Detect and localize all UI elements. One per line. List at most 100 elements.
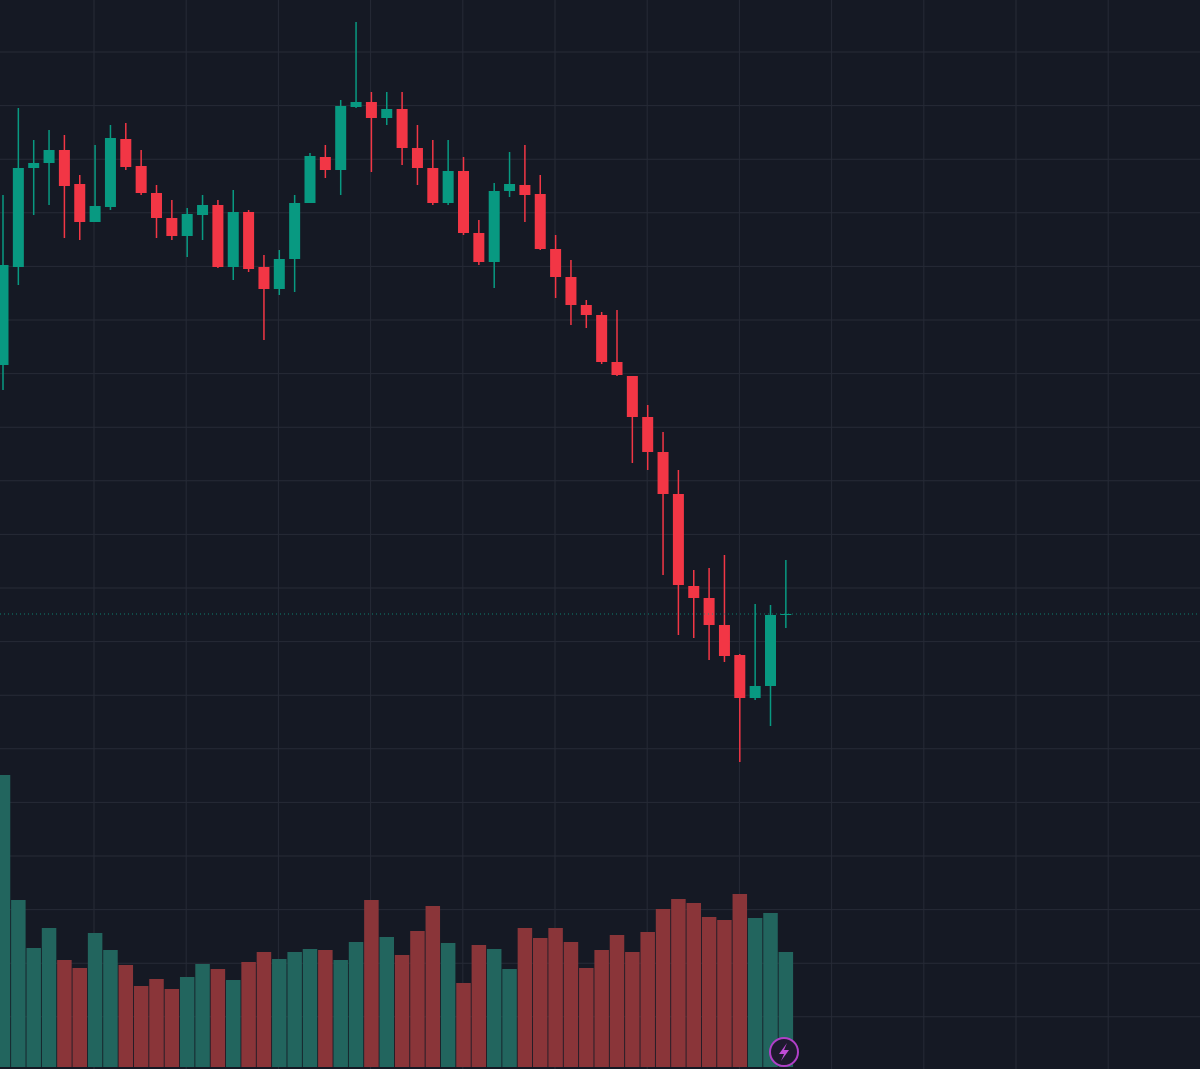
candle-body	[611, 362, 623, 375]
candle-body	[104, 138, 116, 207]
volume-bar	[133, 986, 149, 1067]
candle-body	[58, 150, 70, 186]
candle-body	[688, 586, 700, 598]
candle-body	[135, 166, 147, 193]
volume-bar	[563, 942, 579, 1067]
volume-bar	[256, 952, 272, 1067]
volume-bar	[410, 931, 425, 1067]
volume-bar	[717, 920, 732, 1067]
volume-bar	[625, 952, 640, 1067]
volume-bar	[425, 906, 441, 1067]
volume-bar	[302, 949, 318, 1067]
volume-bar	[471, 945, 487, 1067]
volume-bar	[502, 969, 517, 1067]
volume-bar	[609, 935, 625, 1067]
volume-bar	[318, 950, 333, 1067]
candle-body	[734, 655, 746, 698]
candle-body	[319, 157, 331, 170]
volume-bar	[164, 989, 180, 1067]
candle-body	[504, 184, 516, 191]
volume-bar	[87, 933, 103, 1067]
candle-body	[166, 218, 178, 236]
candle-body	[642, 417, 654, 452]
candle-body	[258, 267, 270, 289]
price-pane	[0, 22, 1200, 762]
volume-bar	[548, 928, 563, 1067]
volume-bar	[655, 909, 671, 1067]
candle-body	[458, 171, 469, 233]
candle-body	[411, 148, 423, 168]
candle-body	[550, 249, 562, 277]
candle-body	[596, 315, 608, 362]
volume-bar	[103, 950, 118, 1067]
volume-bar	[348, 942, 364, 1067]
candle-body	[227, 212, 239, 267]
candle-body	[765, 615, 776, 686]
candle-body	[350, 102, 362, 107]
candle-body	[519, 185, 531, 195]
volume-bar	[533, 938, 548, 1067]
candle-body	[580, 305, 592, 315]
candle-body	[365, 102, 377, 118]
volume-bar	[241, 962, 256, 1067]
candle-body	[780, 614, 792, 615]
volume-bar	[118, 965, 134, 1067]
candle-body	[396, 109, 408, 148]
volume-bar	[179, 977, 195, 1067]
volume-bar	[195, 964, 210, 1067]
candle-body	[488, 191, 500, 262]
volume-bar	[379, 937, 394, 1067]
candle-body	[151, 193, 162, 218]
candle-body	[28, 163, 40, 168]
candle-body	[657, 452, 669, 494]
volume-bar	[287, 952, 302, 1067]
candle-body	[534, 194, 546, 249]
volume-bar	[210, 969, 226, 1067]
candle-body	[289, 203, 301, 259]
candle-body	[703, 598, 715, 625]
volume-bar	[671, 899, 686, 1067]
candle-body	[74, 184, 86, 222]
candle-body	[749, 686, 761, 698]
candle-body	[89, 206, 101, 222]
volume-bar	[149, 979, 164, 1067]
volume-bar	[732, 894, 748, 1067]
volume-bar	[640, 932, 655, 1067]
volume-bar	[41, 928, 57, 1067]
candle-body	[565, 277, 577, 305]
volume-bar	[226, 980, 241, 1067]
candle-body	[427, 168, 439, 203]
candle-body	[442, 171, 454, 203]
volume-bar	[579, 968, 594, 1067]
candle-body	[273, 259, 285, 289]
volume-bar	[763, 913, 778, 1067]
volume-bar	[456, 983, 471, 1067]
candle-body	[672, 494, 684, 585]
volume-bar	[0, 775, 11, 1067]
candle-body	[43, 150, 55, 163]
candle-body	[243, 212, 255, 269]
candle-body	[212, 205, 224, 267]
candle-body	[718, 625, 730, 656]
candle-body	[181, 214, 193, 236]
volume-bar	[440, 943, 456, 1067]
candle-body	[335, 106, 347, 170]
candle-body	[304, 156, 316, 203]
volume-bar	[486, 949, 502, 1067]
volume-bar	[701, 917, 717, 1067]
volume-bar	[272, 959, 287, 1067]
volume-bar	[57, 960, 72, 1067]
candle-body	[0, 265, 9, 365]
lightning-icon[interactable]	[769, 1037, 799, 1067]
candle-body	[473, 233, 485, 262]
icon-bolt	[779, 1043, 789, 1061]
volume-bar	[594, 950, 609, 1067]
candle-body	[12, 168, 24, 267]
volume-bar	[364, 900, 379, 1067]
candle-body	[197, 205, 209, 215]
volume-bar	[394, 955, 410, 1067]
volume-bar	[26, 948, 41, 1067]
